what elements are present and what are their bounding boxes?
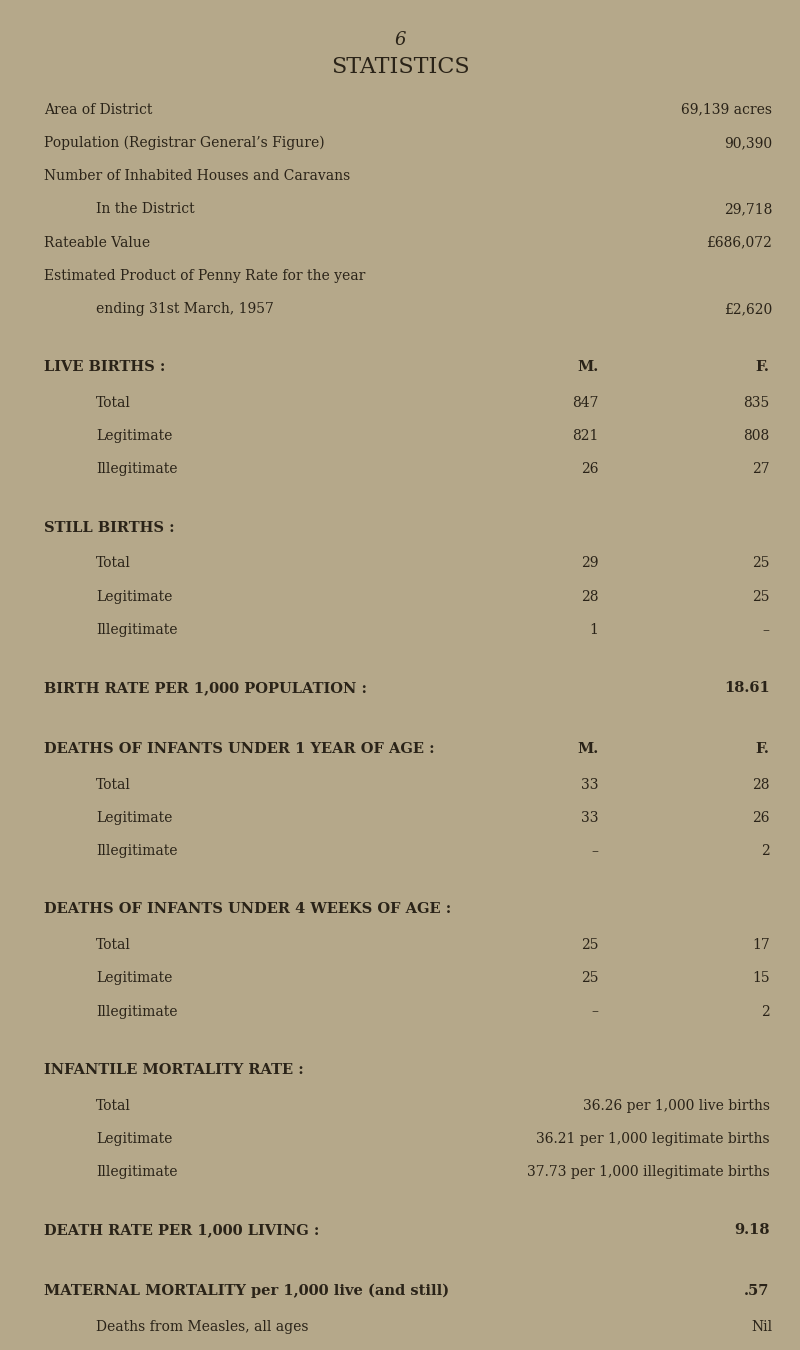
Text: Legitimate: Legitimate xyxy=(96,429,172,443)
Text: 33: 33 xyxy=(581,811,598,825)
Text: Total: Total xyxy=(96,1099,131,1112)
Text: Illegitimate: Illegitimate xyxy=(96,844,178,859)
Text: –: – xyxy=(762,622,770,637)
Text: F.: F. xyxy=(756,743,770,756)
Text: Deaths from Measles, all ages: Deaths from Measles, all ages xyxy=(96,1320,309,1334)
Text: STILL BIRTHS :: STILL BIRTHS : xyxy=(44,521,174,535)
Text: M.: M. xyxy=(577,360,598,374)
Text: LIVE BIRTHS :: LIVE BIRTHS : xyxy=(44,360,166,374)
Text: 25: 25 xyxy=(752,556,770,571)
Text: MATERNAL MORTALITY per 1,000 live (and still): MATERNAL MORTALITY per 1,000 live (and s… xyxy=(44,1284,449,1299)
Text: Legitimate: Legitimate xyxy=(96,972,172,986)
Text: In the District: In the District xyxy=(96,202,194,216)
Text: –: – xyxy=(591,1004,598,1018)
Text: Total: Total xyxy=(96,556,131,571)
Text: STATISTICS: STATISTICS xyxy=(330,57,470,78)
Text: DEATHS OF INFANTS UNDER 1 YEAR OF AGE :: DEATHS OF INFANTS UNDER 1 YEAR OF AGE : xyxy=(44,743,434,756)
Text: 27: 27 xyxy=(752,463,770,477)
Text: BIRTH RATE PER 1,000 POPULATION :: BIRTH RATE PER 1,000 POPULATION : xyxy=(44,682,367,695)
Text: Total: Total xyxy=(96,938,131,952)
Text: 90,390: 90,390 xyxy=(724,136,772,150)
Text: ending 31st March, 1957: ending 31st March, 1957 xyxy=(96,302,274,316)
Text: 28: 28 xyxy=(581,590,598,603)
Text: 33: 33 xyxy=(581,778,598,791)
Text: Illegitimate: Illegitimate xyxy=(96,463,178,477)
Text: Total: Total xyxy=(96,396,131,410)
Text: Estimated Product of Penny Rate for the year: Estimated Product of Penny Rate for the … xyxy=(44,269,366,284)
Text: 69,139 acres: 69,139 acres xyxy=(681,103,772,117)
Text: 2: 2 xyxy=(761,1004,770,1018)
Text: Illegitimate: Illegitimate xyxy=(96,622,178,637)
Text: Population (Registrar General’s Figure): Population (Registrar General’s Figure) xyxy=(44,136,325,150)
Text: 36.21 per 1,000 legitimate births: 36.21 per 1,000 legitimate births xyxy=(536,1131,770,1146)
Text: 15: 15 xyxy=(752,972,770,986)
Text: 36.26 per 1,000 live births: 36.26 per 1,000 live births xyxy=(582,1099,770,1112)
Text: Legitimate: Legitimate xyxy=(96,811,172,825)
Text: 37.73 per 1,000 illegitimate births: 37.73 per 1,000 illegitimate births xyxy=(527,1165,770,1179)
Text: .57: .57 xyxy=(744,1284,770,1299)
Text: 847: 847 xyxy=(572,396,598,410)
Text: Number of Inhabited Houses and Caravans: Number of Inhabited Houses and Caravans xyxy=(44,169,350,184)
Text: M.: M. xyxy=(577,743,598,756)
Text: Area of District: Area of District xyxy=(44,103,152,117)
Text: DEATHS OF INFANTS UNDER 4 WEEKS OF AGE :: DEATHS OF INFANTS UNDER 4 WEEKS OF AGE : xyxy=(44,902,451,917)
Text: Legitimate: Legitimate xyxy=(96,1131,172,1146)
Text: 2: 2 xyxy=(761,844,770,859)
Text: 835: 835 xyxy=(743,396,770,410)
Text: 28: 28 xyxy=(752,778,770,791)
Text: 808: 808 xyxy=(743,429,770,443)
Text: 9.18: 9.18 xyxy=(734,1223,770,1238)
Text: Total: Total xyxy=(96,778,131,791)
Text: F.: F. xyxy=(756,360,770,374)
Text: INFANTILE MORTALITY RATE :: INFANTILE MORTALITY RATE : xyxy=(44,1062,304,1077)
Text: Illegitimate: Illegitimate xyxy=(96,1004,178,1018)
Text: 17: 17 xyxy=(752,938,770,952)
Text: 29,718: 29,718 xyxy=(724,202,772,216)
Text: 26: 26 xyxy=(752,811,770,825)
Text: 25: 25 xyxy=(581,972,598,986)
Text: £2,620: £2,620 xyxy=(724,302,772,316)
Text: Nil: Nil xyxy=(751,1320,772,1334)
Text: DEATH RATE PER 1,000 LIVING :: DEATH RATE PER 1,000 LIVING : xyxy=(44,1223,319,1238)
Text: Rateable Value: Rateable Value xyxy=(44,236,150,250)
Text: 29: 29 xyxy=(581,556,598,571)
Text: 25: 25 xyxy=(752,590,770,603)
Text: 18.61: 18.61 xyxy=(724,682,770,695)
Text: Legitimate: Legitimate xyxy=(96,590,172,603)
Text: 26: 26 xyxy=(581,463,598,477)
Text: 821: 821 xyxy=(572,429,598,443)
Text: –: – xyxy=(591,844,598,859)
Text: Illegitimate: Illegitimate xyxy=(96,1165,178,1179)
Text: 6: 6 xyxy=(394,31,406,50)
Text: 25: 25 xyxy=(581,938,598,952)
Text: 1: 1 xyxy=(590,622,598,637)
Text: £686,072: £686,072 xyxy=(706,236,772,250)
